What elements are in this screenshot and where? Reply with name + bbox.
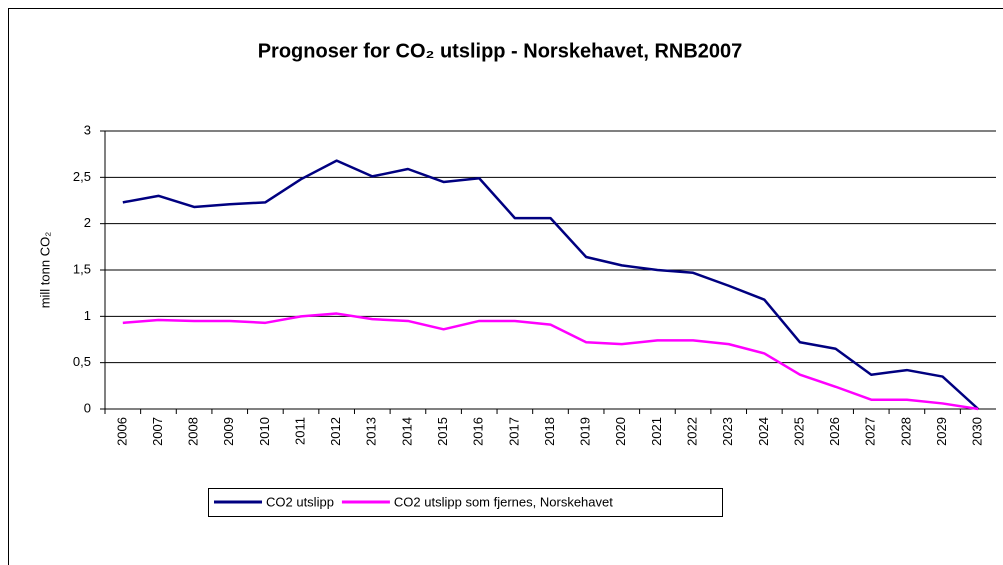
y-axis-label: mill tonn CO₂	[37, 232, 52, 309]
x-tick-label: 2024	[756, 417, 771, 446]
x-tick-label: 2025	[791, 417, 806, 446]
x-tick-label: 2019	[578, 417, 593, 446]
x-tick-label: 2016	[471, 417, 486, 446]
y-tick-label: 2,5	[73, 169, 91, 184]
x-tick-label: 2029	[934, 417, 949, 446]
x-tick-label: 2007	[150, 417, 165, 446]
y-tick-label: 2	[84, 215, 91, 230]
x-tick-label: 2009	[221, 417, 236, 446]
y-tick-label: 0	[84, 400, 91, 415]
x-tick-label: 2028	[898, 417, 913, 446]
x-tick-label: 2010	[257, 417, 272, 446]
data-line	[122, 159, 980, 410]
x-tick-label: 2017	[506, 417, 521, 446]
x-tick-label: 2030	[970, 417, 985, 446]
legend-label: CO2 utslipp som fjernes, Norskehavet	[394, 494, 613, 509]
x-tick-label: 2018	[542, 417, 557, 446]
x-tick-label: 2026	[827, 417, 842, 446]
x-tick-label: 2014	[399, 417, 414, 446]
x-tick-label: 2015	[435, 417, 450, 446]
y-tick-label: 1	[84, 308, 91, 323]
y-tick-label: 0,5	[73, 354, 91, 369]
x-tick-label: 2020	[613, 417, 628, 446]
x-tick-label: 2008	[186, 417, 201, 446]
x-tick-label: 2022	[684, 417, 699, 446]
x-tick-label: 2023	[720, 417, 735, 446]
chart-title: Prognoser for CO₂ utslipp - Norskehavet,…	[258, 40, 743, 62]
chart-frame	[8, 8, 1003, 565]
x-tick-label: 2013	[364, 417, 379, 446]
x-tick-label: 2006	[114, 417, 129, 446]
x-tick-label: 2027	[863, 417, 878, 446]
x-tick-label: 2011	[292, 417, 307, 445]
y-tick-label: 3	[84, 122, 91, 137]
legend-label: CO2 utslipp	[266, 494, 334, 509]
data-line	[122, 312, 979, 411]
x-tick-label: 2021	[649, 417, 664, 446]
x-tick-label: 2012	[328, 417, 343, 446]
y-tick-label: 1,5	[73, 261, 91, 276]
legend-box	[208, 488, 723, 517]
